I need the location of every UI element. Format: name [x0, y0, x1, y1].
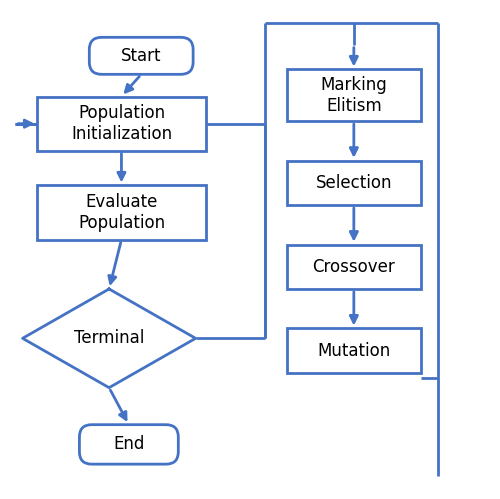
Text: Marking
Elitism: Marking Elitism	[320, 76, 387, 115]
Text: Evaluate
Population: Evaluate Population	[78, 193, 165, 232]
Text: Terminal: Terminal	[74, 329, 144, 347]
Bar	[38, 96, 205, 151]
Text: Selection: Selection	[316, 174, 392, 192]
Text: Start: Start	[121, 47, 162, 65]
Bar	[287, 161, 420, 205]
Text: End: End	[113, 436, 144, 454]
FancyBboxPatch shape	[80, 425, 178, 464]
Bar	[287, 328, 420, 373]
Text: Crossover: Crossover	[312, 258, 395, 276]
Bar	[287, 245, 420, 289]
Bar	[38, 185, 205, 240]
Bar	[287, 69, 420, 121]
Text: Population
Initialization: Population Initialization	[71, 104, 172, 143]
FancyBboxPatch shape	[90, 37, 193, 74]
Text: Mutation: Mutation	[317, 342, 390, 360]
